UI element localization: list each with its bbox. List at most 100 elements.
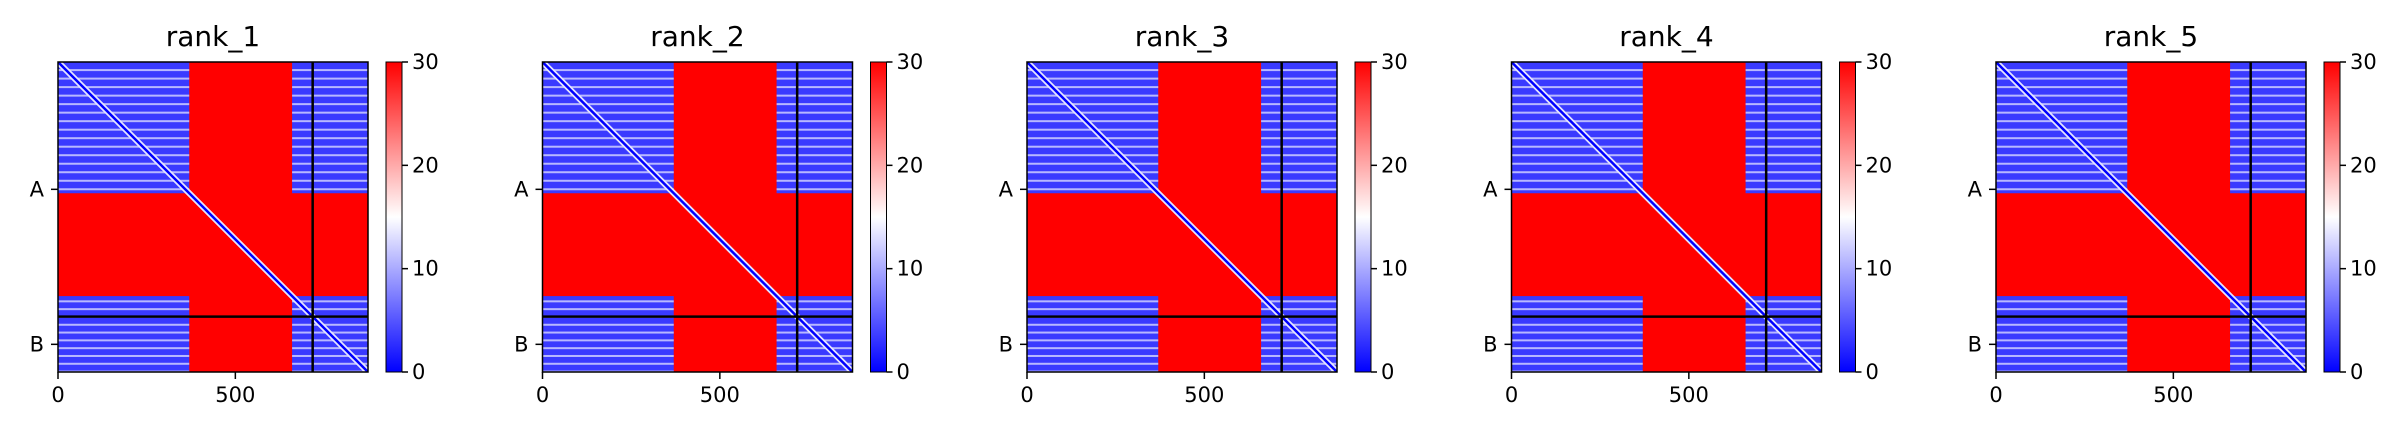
heatmap-stripe	[58, 171, 190, 174]
colorbar-tick-label: 20	[897, 153, 924, 177]
heatmap-stripe	[1996, 362, 2128, 365]
panel-title: rank_4	[1619, 20, 1713, 53]
colorbar-tick-label: 10	[2350, 257, 2377, 281]
heatmap-stripe	[2230, 347, 2306, 350]
heatmap-stripe	[1996, 171, 2128, 174]
heatmap-stripe	[58, 331, 190, 334]
heatmap-stripe	[292, 339, 368, 342]
axes-frame	[1510, 61, 1823, 373]
panel-title: rank_1	[166, 20, 260, 53]
heatmap-stripe	[776, 120, 853, 123]
heatmap-stripe	[1511, 347, 1643, 350]
heatmap-image	[542, 62, 853, 372]
heatmap-stripe	[1996, 120, 2128, 123]
panel-title: rank_3	[1135, 20, 1229, 53]
heatmap-stripe	[1027, 354, 1159, 357]
heatmap-stripe	[776, 145, 853, 148]
heatmap-stripe	[1027, 300, 1159, 303]
panel-rank_4: rank_4 0 500 A B 0 10 20 30	[1483, 20, 1892, 407]
heatmap-stripe	[1745, 69, 1822, 72]
heatmap-stripe	[58, 103, 190, 106]
heatmap-stripe	[1027, 69, 1159, 72]
panel-title: rank_5	[2104, 20, 2198, 53]
heatmap-stripe	[776, 86, 853, 89]
heatmap-stripe	[292, 308, 368, 311]
heatmap-image	[1511, 62, 1822, 372]
heatmap-stripe	[1745, 162, 1822, 165]
heatmap-stripe	[776, 362, 853, 365]
heatmap-stripe	[1996, 86, 2128, 89]
x-tick-label: 0	[1989, 383, 2002, 407]
heatmap-stripe	[1511, 103, 1643, 106]
heatmap-stripe	[58, 188, 190, 191]
heatmap-stripe	[1745, 145, 1822, 148]
heatmap-stripe	[2230, 171, 2306, 174]
heatmap-stripe	[292, 362, 368, 365]
heatmap-stripe	[1996, 179, 2128, 182]
heatmap-stripe	[776, 347, 853, 350]
heatmap-stripe	[776, 300, 853, 303]
heatmap-stripe	[1511, 331, 1643, 334]
heatmap-stripe	[1745, 154, 1822, 157]
heatmap-stripe	[1745, 308, 1822, 311]
heatmap-stripe	[292, 94, 368, 97]
heatmap-stripe	[542, 137, 674, 140]
heatmap-stripe	[1511, 323, 1643, 326]
heatmap-diagonal	[542, 62, 853, 372]
y-tick-label: A	[30, 177, 45, 201]
heatmap-stripe	[2230, 162, 2306, 165]
heatmap-diagonal	[1511, 62, 1822, 372]
colorbar-tick-label: 20	[1381, 153, 1408, 177]
heatmap-stripe	[58, 154, 190, 157]
heatmap-stripe	[1745, 179, 1822, 182]
axes-frame	[57, 61, 369, 373]
heatmap-stripe	[292, 145, 368, 148]
heatmap-stripe	[1261, 179, 1337, 182]
heatmap-image	[1027, 62, 1337, 372]
heatmap-stripe	[1996, 354, 2128, 357]
heatmap-stripe	[58, 162, 190, 165]
heatmap-stripe	[1745, 86, 1822, 89]
heatmap-stripe	[292, 179, 368, 182]
heatmap-stripe	[1027, 86, 1159, 89]
heatmap-stripe	[292, 323, 368, 326]
heatmap-stripe	[542, 339, 674, 342]
colorbar-tick-label: 30	[1866, 50, 1893, 74]
heatmap-stripe	[2230, 354, 2306, 357]
colorbar-tick-label: 10	[1866, 257, 1893, 281]
heatmap-stripe	[1511, 354, 1643, 357]
y-tick-label: A	[1483, 177, 1498, 201]
heatmap-stripe	[542, 308, 674, 311]
colorbar-tick-label: 0	[897, 360, 910, 384]
x-tick-label: 0	[51, 383, 64, 407]
heatmap-stripe	[1996, 162, 2128, 165]
heatmap-stripe	[1745, 323, 1822, 326]
heatmap-stripe	[1996, 323, 2128, 326]
heatmap-stripe	[1027, 347, 1159, 350]
heatmap-stripe	[58, 323, 190, 326]
heatmap-stripe	[2230, 188, 2306, 191]
heatmap-diagonal	[58, 62, 368, 372]
heatmap-block	[1996, 296, 2128, 372]
heatmap-stripe	[58, 300, 190, 303]
heatmap-stripe	[1261, 128, 1337, 131]
heatmap-stripe	[542, 120, 674, 123]
x-tick-label: 500	[2153, 383, 2193, 407]
heatmap-stripe	[1511, 69, 1643, 72]
heatmap-stripe	[776, 354, 853, 357]
heatmap-stripe	[1261, 94, 1337, 97]
heatmap-stripe	[292, 69, 368, 72]
heatmap-stripe	[1511, 120, 1643, 123]
heatmap-stripe	[1511, 145, 1643, 148]
heatmap-stripe	[1511, 179, 1643, 182]
y-tick-label: B	[999, 332, 1013, 356]
heatmap-stripe	[2230, 77, 2306, 80]
heatmap-stripe	[2230, 69, 2306, 72]
heatmap-stripe	[542, 171, 674, 174]
heatmap-stripe	[58, 362, 190, 365]
heatmap-stripe	[1996, 308, 2128, 311]
heatmap-stripe	[1996, 69, 2128, 72]
heatmap-stripe	[776, 94, 853, 97]
heatmap-stripe	[542, 354, 674, 357]
heatmap-stripe	[776, 137, 853, 140]
